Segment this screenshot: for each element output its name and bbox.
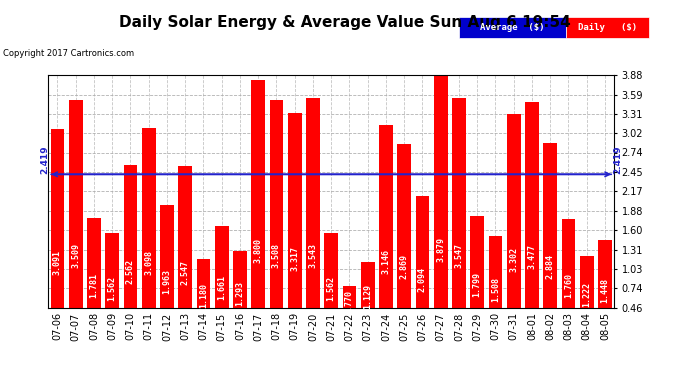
Text: 1.562: 1.562 bbox=[326, 276, 336, 301]
Bar bbox=[178, 166, 192, 308]
Bar bbox=[50, 129, 64, 308]
Text: 1.781: 1.781 bbox=[90, 273, 99, 297]
Bar bbox=[69, 100, 83, 308]
Bar bbox=[361, 262, 375, 308]
Text: 2.094: 2.094 bbox=[418, 267, 427, 292]
Text: 2.547: 2.547 bbox=[181, 260, 190, 285]
Text: 3.091: 3.091 bbox=[53, 250, 62, 275]
Text: 3.879: 3.879 bbox=[436, 237, 445, 262]
Bar bbox=[124, 165, 137, 308]
Text: 2.419: 2.419 bbox=[613, 146, 622, 174]
Bar bbox=[397, 144, 411, 308]
Bar bbox=[215, 226, 228, 308]
Text: 1.661: 1.661 bbox=[217, 274, 226, 300]
Bar bbox=[598, 240, 612, 308]
Bar bbox=[562, 219, 575, 308]
Text: 3.146: 3.146 bbox=[382, 249, 391, 274]
Bar bbox=[233, 251, 247, 308]
Bar bbox=[525, 102, 539, 308]
Bar bbox=[452, 98, 466, 308]
Text: 3.317: 3.317 bbox=[290, 246, 299, 272]
Text: 1.180: 1.180 bbox=[199, 283, 208, 308]
Text: 3.800: 3.800 bbox=[254, 238, 263, 263]
Text: 1.222: 1.222 bbox=[582, 282, 591, 307]
Bar bbox=[507, 114, 520, 308]
Text: Average  ($): Average ($) bbox=[480, 22, 544, 32]
Bar bbox=[270, 100, 284, 308]
Text: 3.547: 3.547 bbox=[455, 243, 464, 267]
Text: 0.770: 0.770 bbox=[345, 290, 354, 315]
Text: Daily   ($): Daily ($) bbox=[578, 22, 637, 32]
Bar bbox=[251, 81, 265, 308]
Bar bbox=[489, 236, 502, 308]
Text: 1.963: 1.963 bbox=[162, 270, 171, 294]
Bar bbox=[87, 218, 101, 308]
Text: 3.098: 3.098 bbox=[144, 250, 153, 275]
Text: 3.477: 3.477 bbox=[527, 244, 536, 269]
Text: 3.508: 3.508 bbox=[272, 243, 281, 268]
Text: 1.562: 1.562 bbox=[108, 276, 117, 301]
Text: Daily Solar Energy & Average Value Sun Aug 6 19:54: Daily Solar Energy & Average Value Sun A… bbox=[119, 15, 571, 30]
Text: 3.509: 3.509 bbox=[71, 243, 80, 268]
Text: 2.419: 2.419 bbox=[40, 146, 49, 174]
Text: Copyright 2017 Cartronics.com: Copyright 2017 Cartronics.com bbox=[3, 49, 135, 58]
Text: 1.448: 1.448 bbox=[600, 278, 609, 303]
Bar bbox=[142, 128, 155, 308]
Text: 1.508: 1.508 bbox=[491, 277, 500, 302]
Text: 2.562: 2.562 bbox=[126, 259, 135, 284]
Text: 1.760: 1.760 bbox=[564, 273, 573, 298]
Bar bbox=[197, 258, 210, 308]
Bar bbox=[415, 196, 429, 308]
Bar bbox=[379, 125, 393, 308]
Bar bbox=[343, 286, 356, 308]
Bar bbox=[580, 256, 593, 308]
Text: 1.129: 1.129 bbox=[363, 284, 372, 309]
Text: 3.302: 3.302 bbox=[509, 247, 518, 272]
Text: 1.293: 1.293 bbox=[235, 281, 244, 306]
Text: 3.543: 3.543 bbox=[308, 243, 317, 268]
Bar bbox=[306, 98, 319, 308]
Text: 1.799: 1.799 bbox=[473, 272, 482, 297]
Bar bbox=[160, 206, 174, 308]
Bar bbox=[106, 232, 119, 308]
Bar bbox=[434, 75, 448, 307]
Bar bbox=[543, 143, 557, 308]
Text: 2.884: 2.884 bbox=[546, 254, 555, 279]
Bar bbox=[324, 232, 338, 308]
Bar bbox=[471, 216, 484, 308]
Bar bbox=[288, 113, 302, 308]
Text: 2.869: 2.869 bbox=[400, 254, 408, 279]
